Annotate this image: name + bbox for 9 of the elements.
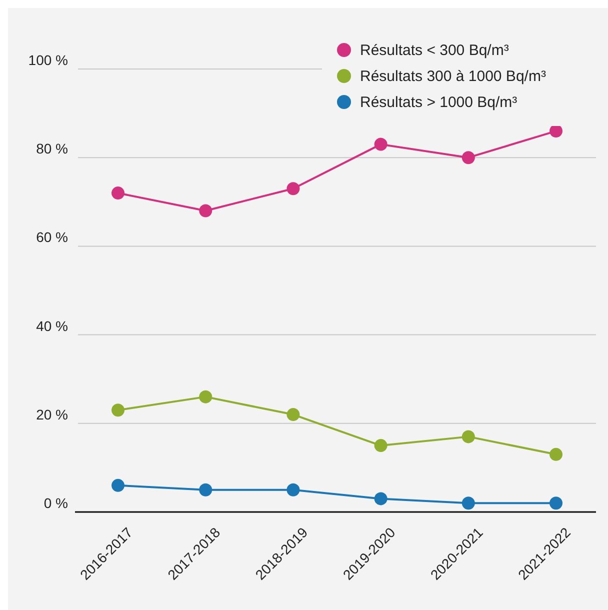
y-tick-label: 0 % [44, 495, 68, 511]
y-tick-label: 20 % [36, 406, 68, 422]
legend-label: Résultats > 1000 Bq/m³ [360, 94, 518, 111]
y-tick-label: 80 % [36, 140, 68, 157]
y-tick-label: 100 % [28, 52, 68, 68]
legend-label: Résultats < 300 Bq/m³ [360, 42, 509, 59]
y-tick-label: 60 % [36, 229, 68, 246]
legend-label: Résultats 300 à 1000 Bq/m³ [360, 68, 546, 85]
y-tick-label: 40 % [36, 318, 68, 334]
